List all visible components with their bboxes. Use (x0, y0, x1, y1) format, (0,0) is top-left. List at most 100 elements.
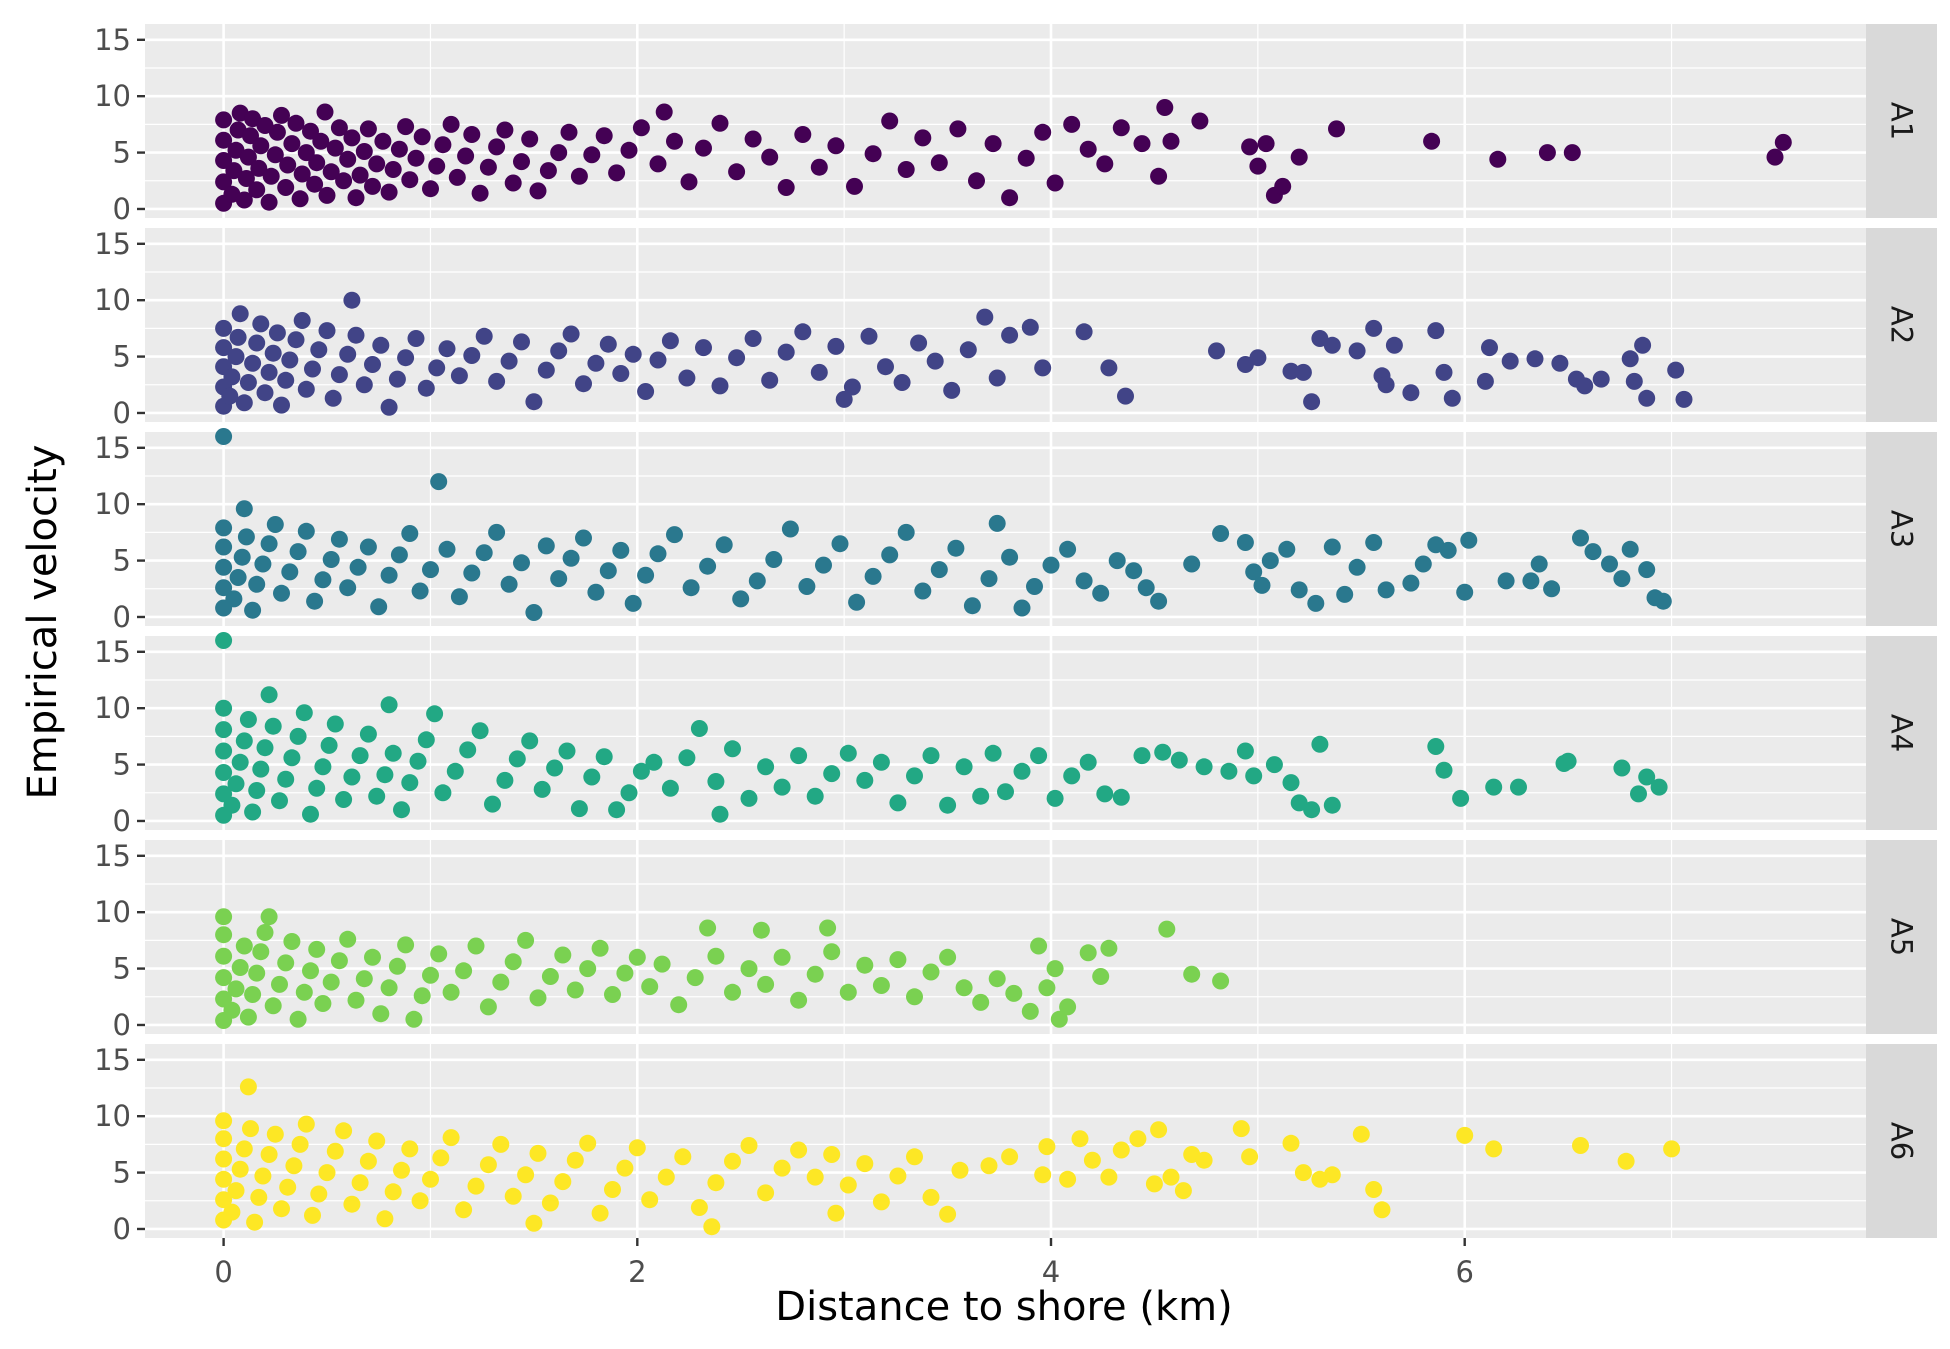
y-tick-label: 15 (94, 839, 131, 873)
data-point (417, 731, 435, 749)
data-point (248, 964, 266, 982)
data-point (1274, 177, 1292, 195)
facet-strip-label: A2 (1885, 306, 1919, 344)
data-point (541, 1194, 559, 1212)
data-point (806, 965, 824, 983)
data-point (215, 632, 233, 649)
data-point (239, 374, 257, 391)
data-point (1059, 998, 1077, 1016)
data-point (248, 181, 266, 199)
data-point (330, 952, 348, 970)
data-point (740, 789, 758, 807)
data-point (351, 166, 369, 184)
data-point (748, 572, 766, 590)
data-point (587, 583, 605, 601)
data-point (856, 771, 874, 789)
data-point (980, 570, 998, 588)
data-point (227, 1182, 245, 1200)
data-point (655, 103, 673, 121)
data-point (984, 135, 1002, 153)
data-point (872, 1193, 890, 1211)
data-point (997, 783, 1014, 801)
data-point (401, 1140, 419, 1158)
data-point (215, 428, 233, 445)
data-point (1456, 1126, 1474, 1144)
data-point (450, 588, 468, 606)
data-point (463, 347, 481, 364)
data-point (827, 1204, 845, 1222)
data-point (405, 1010, 423, 1028)
data-point (1323, 538, 1341, 556)
data-point (289, 543, 307, 561)
data-point (351, 1174, 369, 1192)
data-point (260, 1146, 278, 1163)
data-point (215, 1112, 233, 1130)
data-point (1667, 361, 1685, 379)
data-point (442, 1129, 460, 1147)
data-point (575, 529, 592, 547)
data-point (1079, 944, 1097, 962)
data-point (949, 120, 967, 138)
data-point (1385, 336, 1403, 354)
data-point (699, 919, 717, 937)
facet-panel-a6: 0 5 10 15 A6 (94, 1043, 1937, 1246)
data-point (397, 118, 415, 136)
facet-strip (1866, 840, 1937, 1034)
data-point (1195, 758, 1213, 776)
data-point (384, 744, 402, 762)
data-point (711, 114, 729, 132)
data-point (1075, 323, 1093, 341)
data-point (1158, 920, 1176, 938)
data-point (810, 363, 828, 381)
data-point (376, 766, 394, 784)
data-point (459, 741, 477, 759)
data-point (1220, 762, 1238, 780)
data-point (1001, 548, 1019, 566)
data-point (235, 394, 253, 412)
data-point (343, 129, 361, 147)
data-point (1373, 1201, 1391, 1219)
data-point (260, 686, 278, 704)
data-point (322, 163, 340, 181)
data-point (1559, 752, 1577, 770)
data-point (225, 162, 243, 180)
data-point (479, 998, 497, 1016)
data-point (500, 352, 518, 370)
data-point (227, 980, 245, 998)
data-point (318, 186, 336, 204)
data-point (657, 1168, 675, 1186)
data-point (1112, 788, 1130, 806)
data-point (1497, 572, 1515, 590)
data-point (1423, 132, 1441, 150)
data-point (215, 947, 233, 965)
data-point (529, 1144, 547, 1162)
data-point (380, 183, 398, 201)
data-point (583, 768, 601, 786)
facet-strip-label: A4 (1885, 714, 1919, 752)
panel-background (145, 228, 1866, 422)
data-point (1021, 1002, 1039, 1020)
data-point (707, 1174, 725, 1192)
data-point (649, 155, 667, 173)
data-point (335, 791, 353, 808)
data-point (1092, 584, 1110, 602)
data-point (843, 378, 861, 396)
data-point (678, 369, 696, 387)
data-point (215, 1170, 233, 1188)
data-point (1510, 778, 1527, 796)
y-tick-label: 10 (94, 895, 131, 929)
data-point (1257, 135, 1275, 153)
data-point (467, 937, 485, 955)
data-point (235, 732, 253, 750)
data-point (910, 334, 928, 352)
data-point (343, 768, 361, 786)
data-point (1365, 319, 1383, 337)
data-point (355, 970, 373, 988)
data-point (823, 765, 841, 783)
data-point (839, 744, 857, 762)
data-point (488, 372, 506, 390)
data-point (409, 752, 427, 770)
data-point (227, 348, 245, 366)
data-point (1191, 112, 1209, 130)
data-point (318, 1164, 336, 1182)
